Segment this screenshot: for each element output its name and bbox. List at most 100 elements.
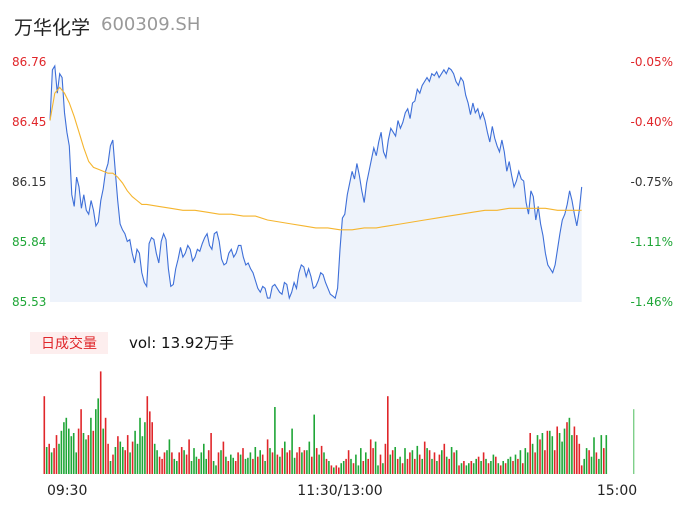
volume-bar bbox=[141, 436, 144, 474]
volume-bar bbox=[95, 409, 97, 474]
volume-bar bbox=[232, 457, 234, 474]
volume-bar bbox=[445, 456, 448, 474]
volume-bar bbox=[99, 371, 102, 474]
volume-bar bbox=[85, 439, 87, 474]
volume-bar bbox=[600, 435, 603, 474]
volume-bar bbox=[269, 448, 271, 474]
volume-bar bbox=[107, 443, 109, 474]
volume-bar bbox=[551, 436, 554, 474]
x-tick-label: 15:00 bbox=[597, 483, 637, 499]
volume-bar bbox=[504, 463, 507, 474]
volume-bar bbox=[374, 441, 377, 474]
volume-bar bbox=[158, 456, 161, 474]
volume-bar bbox=[389, 454, 392, 474]
volume-bar bbox=[225, 456, 227, 474]
volume-bar bbox=[212, 461, 215, 474]
y-tick-label-left: 85.53 bbox=[12, 295, 46, 309]
volume-bar bbox=[335, 465, 338, 474]
volume-bar bbox=[252, 458, 254, 474]
volume-bar bbox=[404, 448, 406, 474]
volume-bar bbox=[271, 452, 274, 474]
volume-bar bbox=[477, 456, 480, 474]
volume-bar bbox=[315, 448, 318, 474]
volume-bar bbox=[207, 450, 210, 474]
volume-bar bbox=[291, 428, 293, 474]
volume-bar bbox=[384, 443, 387, 474]
volume-bar bbox=[566, 422, 568, 474]
volume-bar bbox=[568, 417, 571, 474]
volume-bar bbox=[350, 458, 352, 474]
volume-bar bbox=[588, 450, 590, 474]
volume-bar bbox=[318, 454, 320, 474]
volume-bar bbox=[328, 461, 330, 474]
volume-tab[interactable]: 日成交量 bbox=[30, 332, 108, 354]
volume-bar bbox=[320, 445, 323, 474]
volume-bar bbox=[458, 465, 460, 474]
volume-bar bbox=[279, 456, 281, 474]
volume-bar bbox=[104, 417, 107, 474]
volume-bar bbox=[222, 441, 225, 474]
volume-bar bbox=[360, 448, 362, 474]
volume-bar bbox=[475, 458, 477, 474]
volume-bar bbox=[60, 430, 63, 474]
volume-bar bbox=[436, 461, 438, 474]
volume-bar bbox=[323, 452, 325, 474]
volume-bar bbox=[590, 456, 593, 474]
volume-bar bbox=[546, 430, 549, 474]
volume-bar bbox=[325, 458, 328, 474]
volume-bar bbox=[119, 441, 122, 474]
volume-bar bbox=[136, 443, 139, 474]
volume-bar bbox=[156, 450, 158, 474]
volume-bar bbox=[352, 463, 355, 474]
volume-bar bbox=[122, 447, 124, 474]
volume-bar bbox=[490, 461, 492, 474]
volume-bar bbox=[522, 463, 524, 474]
volume-bar bbox=[183, 450, 185, 474]
y-tick-label-right: -1.11% bbox=[631, 235, 673, 249]
volume-bar bbox=[507, 458, 509, 474]
volume-bar bbox=[536, 435, 539, 474]
volume-bar bbox=[87, 435, 90, 474]
volume-bar bbox=[200, 452, 203, 474]
price-line bbox=[49, 64, 583, 301]
stock-name: 万华化学 bbox=[14, 17, 91, 39]
volume-bar bbox=[431, 458, 433, 474]
volume-bar bbox=[124, 450, 126, 474]
volume-bar bbox=[497, 463, 500, 474]
volume-bar bbox=[298, 447, 301, 474]
volume-bar bbox=[509, 456, 512, 474]
volume-bar bbox=[259, 450, 261, 474]
volume-bar bbox=[418, 454, 421, 474]
avg-price-line bbox=[49, 86, 582, 231]
volume-bar bbox=[77, 428, 80, 474]
volume-bar bbox=[151, 422, 153, 474]
volume-bar bbox=[387, 396, 389, 474]
y-tick-label-right: -0.40% bbox=[631, 115, 673, 129]
volume-bar bbox=[153, 443, 156, 474]
volume-bar bbox=[362, 461, 365, 474]
volume-bar bbox=[205, 458, 207, 474]
volume-bar bbox=[561, 441, 563, 474]
volume-bar bbox=[556, 426, 558, 474]
volume-bar bbox=[284, 441, 286, 474]
y-tick-label-left: 85.84 bbox=[12, 235, 46, 249]
volume-bar bbox=[499, 465, 502, 474]
volume-bar bbox=[220, 450, 222, 474]
volume-bar bbox=[90, 417, 92, 474]
volume-bar bbox=[492, 454, 495, 474]
volume-bar bbox=[391, 450, 394, 474]
volume-bar bbox=[215, 465, 217, 474]
volume-bar bbox=[45, 447, 48, 474]
volume-bar bbox=[517, 458, 519, 474]
volume-bar bbox=[578, 443, 581, 474]
volume-bar bbox=[126, 435, 129, 474]
x-tick-label: 11:30/13:00 bbox=[297, 483, 382, 499]
volume-bar bbox=[595, 452, 598, 474]
volume-bar bbox=[173, 458, 176, 474]
volume-bar bbox=[72, 433, 75, 474]
volume-bar bbox=[423, 441, 426, 474]
volume-bar bbox=[372, 448, 374, 474]
volume-bar bbox=[102, 428, 104, 474]
volume-bar bbox=[68, 428, 70, 474]
volume-bar bbox=[65, 417, 68, 474]
